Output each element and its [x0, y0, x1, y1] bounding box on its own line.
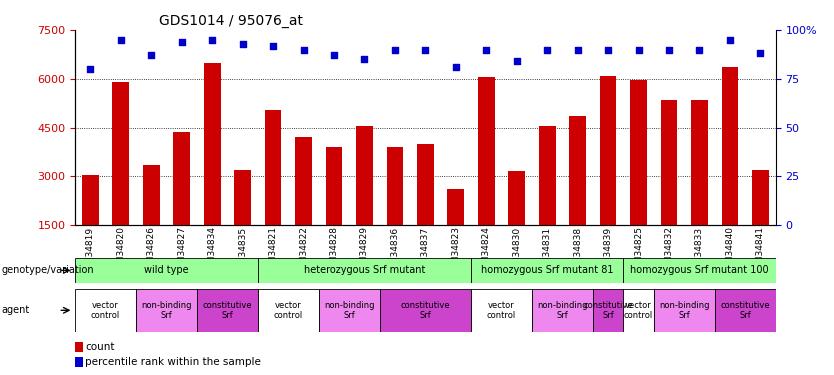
Bar: [113, 82, 129, 225]
Bar: [447, 189, 465, 225]
Bar: [75, 342, 83, 352]
Point: [693, 46, 706, 53]
Text: wild type: wild type: [144, 266, 188, 275]
Bar: [258, 289, 319, 332]
Point: [480, 46, 493, 53]
Text: homozygous Srf mutant 100: homozygous Srf mutant 100: [631, 266, 769, 275]
Text: agent: agent: [2, 305, 30, 315]
Bar: [356, 126, 373, 225]
Text: heterozygous Srf mutant: heterozygous Srf mutant: [304, 266, 425, 275]
Text: constitutive
Srf: constitutive Srf: [400, 301, 450, 320]
Bar: [631, 80, 647, 225]
Text: genotype/variation: genotype/variation: [2, 266, 94, 275]
Text: non-binding
Srf: non-binding Srf: [659, 301, 710, 320]
Bar: [691, 100, 708, 225]
Text: non-binding
Srf: non-binding Srf: [141, 301, 192, 320]
Bar: [532, 289, 593, 332]
Bar: [600, 75, 616, 225]
Bar: [258, 258, 471, 283]
Point: [450, 64, 463, 70]
Point: [358, 56, 371, 62]
Point: [571, 46, 585, 53]
Bar: [417, 144, 434, 225]
Bar: [623, 258, 776, 283]
Point: [205, 37, 219, 43]
Bar: [203, 63, 220, 225]
Point: [662, 46, 676, 53]
Point: [632, 46, 646, 53]
Text: GDS1014 / 95076_at: GDS1014 / 95076_at: [159, 13, 303, 28]
Text: non-binding
Srf: non-binding Srf: [324, 301, 374, 320]
Text: homozygous Srf mutant 81: homozygous Srf mutant 81: [481, 266, 614, 275]
Point: [388, 46, 401, 53]
Text: vector
control: vector control: [624, 301, 653, 320]
Text: vector
control: vector control: [274, 301, 303, 320]
Point: [510, 58, 524, 64]
Bar: [661, 100, 677, 225]
Point: [327, 53, 340, 58]
Bar: [173, 132, 190, 225]
Point: [297, 46, 310, 53]
Bar: [654, 289, 715, 332]
Point: [540, 46, 554, 53]
Point: [754, 50, 767, 56]
Bar: [264, 110, 281, 225]
Bar: [386, 147, 404, 225]
Bar: [319, 289, 379, 332]
Bar: [75, 289, 136, 332]
Point: [419, 46, 432, 53]
Point: [601, 46, 615, 53]
Point: [175, 39, 188, 45]
Bar: [197, 289, 258, 332]
Bar: [295, 137, 312, 225]
Bar: [752, 170, 769, 225]
Point: [723, 37, 736, 43]
Text: constitutive
Srf: constitutive Srf: [203, 301, 252, 320]
Bar: [379, 289, 471, 332]
Bar: [143, 165, 159, 225]
Text: constitutive
Srf: constitutive Srf: [721, 301, 770, 320]
Point: [266, 43, 279, 49]
Text: constitutive
Srf: constitutive Srf: [583, 301, 633, 320]
Bar: [715, 289, 776, 332]
Point: [83, 66, 97, 72]
Text: vector
control: vector control: [487, 301, 516, 320]
Bar: [136, 289, 197, 332]
Text: non-binding
Srf: non-binding Srf: [537, 301, 588, 320]
Bar: [82, 175, 98, 225]
Bar: [570, 116, 586, 225]
Bar: [234, 170, 251, 225]
Bar: [539, 126, 555, 225]
Bar: [593, 289, 623, 332]
Text: count: count: [85, 342, 115, 352]
Text: percentile rank within the sample: percentile rank within the sample: [85, 357, 261, 367]
Bar: [75, 258, 258, 283]
Bar: [623, 289, 654, 332]
Point: [236, 40, 249, 46]
Point: [144, 53, 158, 58]
Point: [114, 37, 128, 43]
Text: vector
control: vector control: [91, 301, 120, 320]
Bar: [471, 258, 623, 283]
Bar: [325, 147, 342, 225]
Bar: [75, 357, 83, 367]
Bar: [721, 68, 738, 225]
Bar: [471, 289, 532, 332]
Bar: [509, 171, 525, 225]
Bar: [478, 77, 495, 225]
